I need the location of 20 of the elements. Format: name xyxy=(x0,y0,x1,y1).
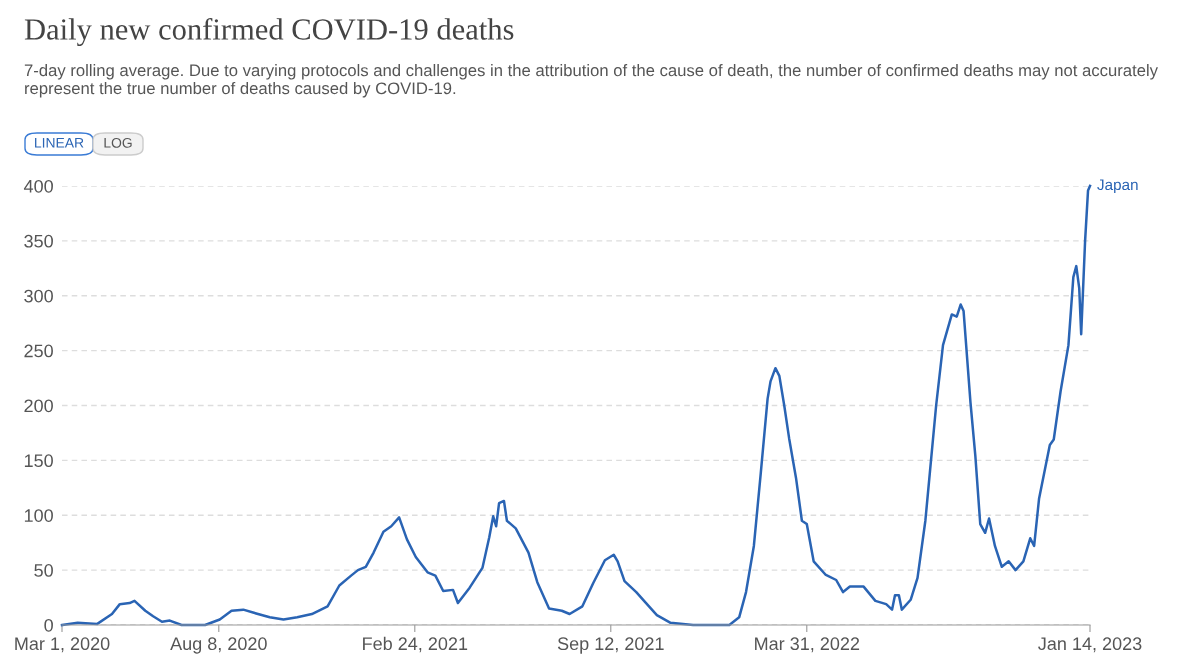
y-tick-label: 300 xyxy=(24,289,53,303)
y-tick-label: 250 xyxy=(24,344,53,358)
x-tick-label: Mar 1, 2020 xyxy=(15,637,110,653)
x-tick-label: Jan 14, 2023 xyxy=(1038,637,1142,653)
x-tick-label: Feb 24, 2021 xyxy=(363,636,468,653)
text: LOG xyxy=(104,137,132,148)
series-label: Japan xyxy=(1097,179,1138,194)
text: LINEAR xyxy=(35,138,84,148)
y-tick-label: 0 xyxy=(44,618,53,632)
y-tick-label: 100 xyxy=(24,509,53,522)
y-tick-label: 350 xyxy=(24,234,53,248)
y-tick-label: 150 xyxy=(24,454,53,468)
y-tick-label: 50 xyxy=(34,564,53,577)
chart-subtitle: 7-day rolling average. Due to varying protocols and challenges in the attribution of the cause of death, the number of confirmed deaths may not accurately represent the true number of deaths caused by COVID-19. xyxy=(24,64,1158,98)
y-tick-label: 200 xyxy=(24,399,53,413)
chart-title: Daily new confirmed COVID-19 deaths xyxy=(24,17,514,47)
y-tick-label: 400 xyxy=(23,179,53,193)
x-tick-label: Aug 8, 2020 xyxy=(170,637,267,654)
x-tick-label: Mar 31, 2022 xyxy=(755,637,860,653)
x-tick-label: Sep 12, 2021 xyxy=(557,637,664,654)
